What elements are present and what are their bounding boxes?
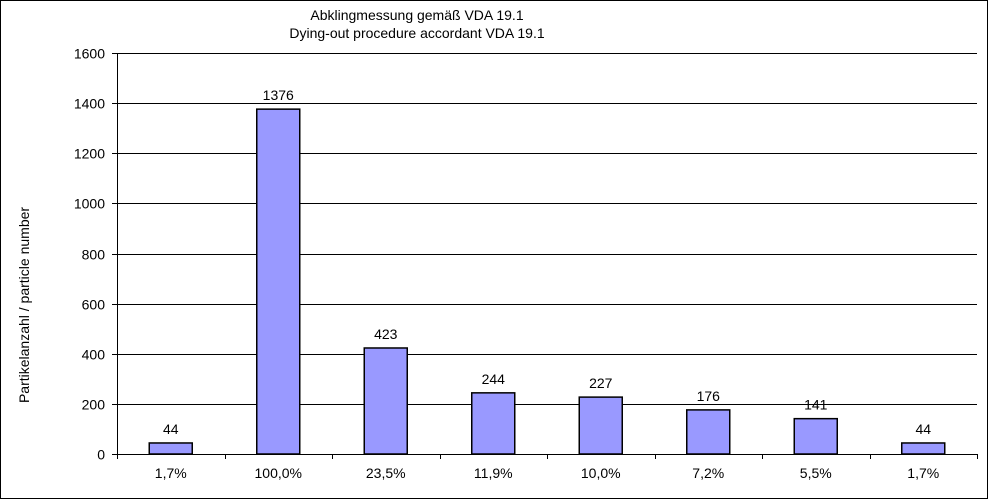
chart-subtitle: Dying-out procedure accordant VDA 19.1 [289, 25, 544, 41]
gridlines [117, 53, 977, 405]
y-tick-label: 400 [82, 347, 106, 363]
data-label: 1376 [263, 87, 294, 103]
x-tick-labels: 1,7% 100,0% 23,5% 11,9% 10,0% 7,2% 5,5% 1,7% [155, 465, 939, 481]
bar [578, 396, 623, 455]
data-label: 44 [915, 421, 931, 437]
x-tick-label: 23,5% [366, 465, 406, 481]
x-tick-label: 7,2% [692, 465, 724, 481]
bar [363, 347, 408, 455]
bar [901, 442, 946, 455]
data-label: 423 [374, 326, 398, 342]
data-label: 176 [697, 388, 721, 404]
y-axis-label: Partikelanzahl / particle number [16, 207, 32, 403]
data-label: 141 [804, 397, 828, 413]
y-tick-label: 200 [82, 397, 106, 413]
y-tick-label: 1200 [74, 146, 105, 162]
x-tick-label: 10,0% [581, 465, 621, 481]
y-tick-label: 1000 [74, 196, 105, 212]
bar [256, 108, 301, 455]
y-tick-label: 1400 [74, 96, 105, 112]
bar [148, 442, 193, 455]
y-tick-label: 600 [82, 297, 106, 313]
axes-group [112, 53, 978, 459]
bar [686, 409, 731, 455]
x-tick-label: 1,7% [155, 465, 187, 481]
y-tick-label: 1600 [74, 46, 105, 62]
data-label: 227 [589, 375, 613, 391]
x-tick-label: 1,7% [907, 465, 939, 481]
y-tick-labels: 0 200 400 600 800 1000 1200 1400 1600 [74, 46, 105, 463]
y-tick-label: 0 [97, 447, 105, 463]
bar [793, 417, 838, 455]
data-labels: 44 1376 423 244 227 176 141 44 [163, 87, 931, 437]
y-tick-label: 800 [82, 247, 106, 263]
data-label: 244 [482, 371, 506, 387]
x-tick-label: 5,5% [800, 465, 832, 481]
x-tick-label: 100,0% [255, 465, 302, 481]
chart-title: Abklingmessung gemäß VDA 19.1 [310, 7, 523, 23]
data-label: 44 [163, 421, 179, 437]
x-tick-label: 11,9% [474, 465, 513, 481]
bar [471, 392, 516, 455]
